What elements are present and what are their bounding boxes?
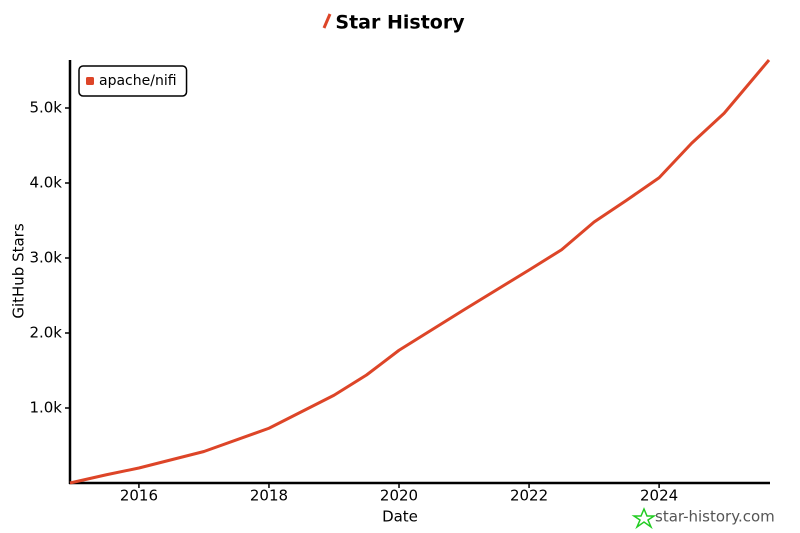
y-tick-label: 1.0k [29, 399, 62, 417]
y-tick-label: 3.0k [29, 249, 62, 267]
x-tick-label: 2016 [120, 487, 158, 505]
y-tick-label: 5.0k [29, 99, 62, 117]
series-line [69, 59, 771, 485]
legend-label: apache/nifi [99, 73, 177, 89]
logo-icon [322, 13, 332, 29]
x-axis-label: Date [382, 508, 418, 526]
y-tick-label: 4.0k [29, 174, 62, 192]
x-tick-label: 2024 [640, 487, 678, 505]
y-axis-label: GitHub Stars [10, 223, 28, 319]
x-tick-label: 2022 [510, 487, 548, 505]
watermark: star-history.com [655, 508, 775, 526]
watermark-icon [631, 507, 657, 530]
x-tick-label: 2018 [250, 487, 288, 505]
y-tick-label: 2.0k [29, 324, 62, 342]
chart-title: Star History [335, 12, 465, 34]
legend-box [78, 65, 188, 97]
legend-swatch [86, 77, 94, 85]
x-tick-label: 2020 [380, 487, 418, 505]
